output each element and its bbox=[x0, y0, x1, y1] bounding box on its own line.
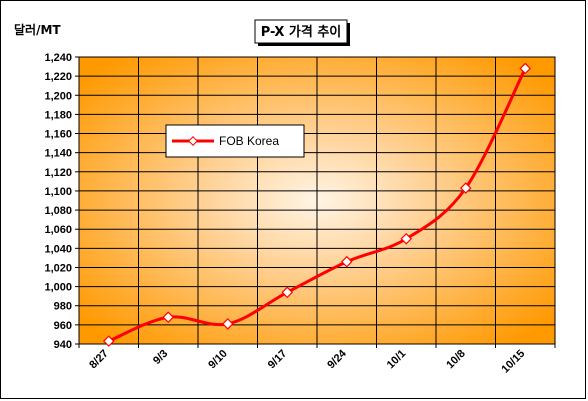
plot-border bbox=[78, 56, 556, 345]
y-tick-label: 1,120 bbox=[44, 167, 72, 179]
x-axis-ticks: 8/27 9/3 9/10 9/17 9/24 10/1 10/8 10/15 bbox=[78, 344, 556, 376]
data-point-marker bbox=[162, 311, 175, 324]
data-point-marker bbox=[340, 255, 353, 268]
x-tick-label: 9/24 bbox=[325, 347, 349, 371]
y-axis-unit-label: 달러/MT bbox=[14, 22, 61, 37]
y-tick-label: 1,080 bbox=[44, 205, 72, 217]
x-tick-label: 9/17 bbox=[266, 348, 290, 372]
x-tick-label: 9/10 bbox=[206, 348, 230, 372]
data-point-marker bbox=[281, 286, 294, 299]
y-tick-label: 960 bbox=[54, 320, 72, 332]
y-tick-label: 1,000 bbox=[44, 282, 72, 294]
chart-title-box: P-X 가격 추이 bbox=[254, 19, 350, 46]
data-point-marker bbox=[519, 62, 532, 75]
y-tick-label: 1,060 bbox=[44, 224, 72, 236]
x-tick-label: 10/8 bbox=[444, 348, 468, 372]
x-tick-label: 8/27 bbox=[87, 348, 111, 372]
x-tick-label: 10/1 bbox=[385, 348, 409, 372]
y-tick-label: 980 bbox=[54, 301, 72, 313]
y-tick-label: 940 bbox=[54, 339, 72, 351]
legend: FOB Korea bbox=[165, 124, 305, 158]
legend-marker-swatch bbox=[188, 136, 198, 146]
x-tick-label: 9/3 bbox=[151, 348, 170, 367]
y-tick-label: 1,160 bbox=[44, 129, 72, 141]
y-tick-label: 1,040 bbox=[44, 243, 72, 255]
x-tick-label: 10/15 bbox=[499, 348, 527, 376]
y-axis-ticks: 940 960 980 1,000 1,020 1,040 1,060 1,080 1,100 1… bbox=[44, 52, 79, 351]
y-tick-label: 1,140 bbox=[44, 148, 72, 160]
y-tick-label: 1,240 bbox=[44, 52, 72, 64]
y-tick-label: 1,220 bbox=[44, 71, 72, 83]
y-tick-label: 1,100 bbox=[44, 186, 72, 198]
y-tick-label: 1,020 bbox=[44, 262, 72, 274]
data-point-marker bbox=[102, 335, 115, 347]
data-point-marker bbox=[221, 318, 234, 330]
y-tick-label: 1,200 bbox=[44, 90, 72, 102]
series-fob-korea bbox=[102, 62, 532, 347]
legend-label: FOB Korea bbox=[219, 134, 279, 148]
data-point-marker bbox=[459, 182, 472, 194]
y-tick-label: 1,180 bbox=[44, 109, 72, 121]
chart-title: P-X 가격 추이 bbox=[261, 24, 342, 40]
data-point-marker bbox=[400, 232, 413, 245]
